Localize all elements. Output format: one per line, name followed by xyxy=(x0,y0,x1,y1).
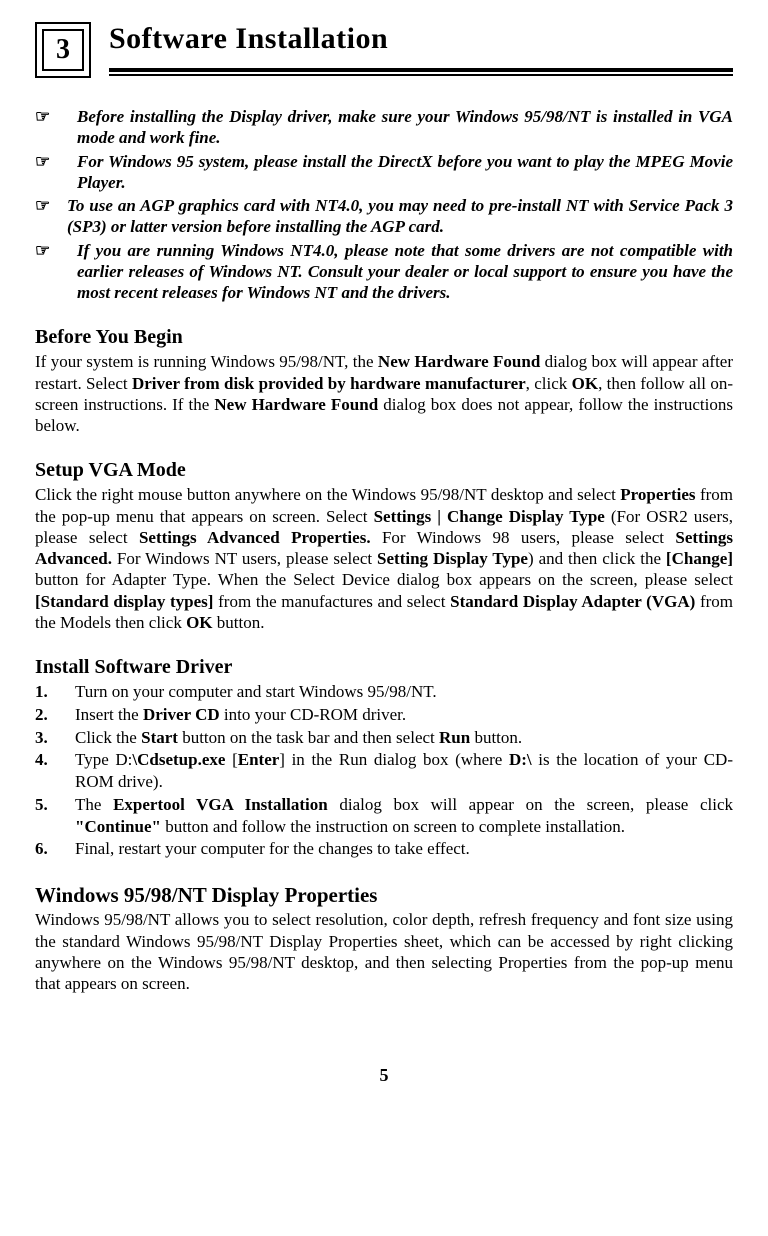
step-number: 6. xyxy=(35,838,75,860)
rule-thin xyxy=(109,74,733,76)
page-title: Software Installation xyxy=(109,20,733,58)
step-text: Final, restart your computer for the cha… xyxy=(75,838,733,860)
bold-term: Enter xyxy=(238,750,280,769)
step-number: 2. xyxy=(35,704,75,726)
list-item: 3.Click the Start button on the task bar… xyxy=(35,727,733,749)
note-text: If you are running Windows NT4.0, please… xyxy=(77,240,733,304)
step-text: The Expertool VGA Installation dialog bo… xyxy=(75,794,733,838)
note-item: ☞ For Windows 95 system, please install … xyxy=(35,151,733,194)
list-item: 5.The Expertool VGA Installation dialog … xyxy=(35,794,733,838)
pointer-icon: ☞ xyxy=(35,151,77,194)
list-item: 6.Final, restart your computer for the c… xyxy=(35,838,733,860)
note-item: ☞ To use an AGP graphics card with NT4.0… xyxy=(35,195,733,238)
body-setup-vga: Click the right mouse button anywhere on… xyxy=(35,484,733,633)
body-display-properties: Windows 95/98/NT allows you to select re… xyxy=(35,909,733,994)
step-number: 5. xyxy=(35,794,75,838)
body-before-you-begin: If your system is running Windows 95/98/… xyxy=(35,351,733,436)
bold-term: D:\ xyxy=(509,750,532,769)
bold-term: New Hardware Found xyxy=(214,395,378,414)
bold-term: Properties xyxy=(620,485,695,504)
chapter-box: 3 xyxy=(35,22,91,78)
step-number: 4. xyxy=(35,749,75,793)
chapter-header: 3 Software Installation xyxy=(35,20,733,76)
bold-term: "Continue" xyxy=(75,817,161,836)
pointer-icon: ☞ xyxy=(35,106,77,149)
heading-display-properties: Windows 95/98/NT Display Properties xyxy=(35,882,733,908)
list-item: 1.Turn on your computer and start Window… xyxy=(35,681,733,703)
note-text: For Windows 95 system, please install th… xyxy=(77,151,733,194)
note-text: Before installing the Display driver, ma… xyxy=(77,106,733,149)
step-text: Click the Start button on the task bar a… xyxy=(75,727,733,749)
bold-term: \Cdsetup.exe xyxy=(132,750,225,769)
bold-term: Settings Advanced Properties. xyxy=(139,528,371,547)
chapter-number: 3 xyxy=(37,24,89,76)
bold-term: OK xyxy=(186,613,212,632)
install-steps: 1.Turn on your computer and start Window… xyxy=(35,681,733,860)
heading-setup-vga: Setup VGA Mode xyxy=(35,458,733,483)
bold-term: Start xyxy=(141,728,178,747)
step-text: Type D:\Cdsetup.exe [Enter] in the Run d… xyxy=(75,749,733,793)
bold-term: Expertool VGA Installation xyxy=(113,795,328,814)
bold-term: Run xyxy=(439,728,470,747)
title-wrap: Software Installation xyxy=(109,20,733,76)
list-item: 4.Type D:\Cdsetup.exe [Enter] in the Run… xyxy=(35,749,733,793)
bold-term: [Standard display types] xyxy=(35,592,213,611)
pointer-icon: ☞ xyxy=(35,240,77,304)
bold-term: [Change] xyxy=(666,549,733,568)
note-item: ☞ If you are running Windows NT4.0, plea… xyxy=(35,240,733,304)
rule-thick xyxy=(109,68,733,72)
bold-term: Settings | Change Display Type xyxy=(374,507,605,526)
step-text: Turn on your computer and start Windows … xyxy=(75,681,733,703)
step-number: 1. xyxy=(35,681,75,703)
heading-before-you-begin: Before You Begin xyxy=(35,325,733,350)
bold-term: Standard Display Adapter (VGA) xyxy=(450,592,695,611)
bold-term: Driver from disk provided by hardware ma… xyxy=(132,374,526,393)
step-text: Insert the Driver CD into your CD-ROM dr… xyxy=(75,704,733,726)
heading-install-driver: Install Software Driver xyxy=(35,655,733,680)
pointer-icon: ☞ xyxy=(35,195,67,238)
bold-term: Setting Display Type xyxy=(377,549,528,568)
note-item: ☞ Before installing the Display driver, … xyxy=(35,106,733,149)
bold-term: New Hardware Found xyxy=(378,352,540,371)
page-number: 5 xyxy=(35,1064,733,1087)
notes-list: ☞ Before installing the Display driver, … xyxy=(35,106,733,303)
note-text: To use an AGP graphics card with NT4.0, … xyxy=(67,195,733,238)
bold-term: Driver CD xyxy=(143,705,220,724)
list-item: 2.Insert the Driver CD into your CD-ROM … xyxy=(35,704,733,726)
step-number: 3. xyxy=(35,727,75,749)
bold-term: OK xyxy=(572,374,598,393)
